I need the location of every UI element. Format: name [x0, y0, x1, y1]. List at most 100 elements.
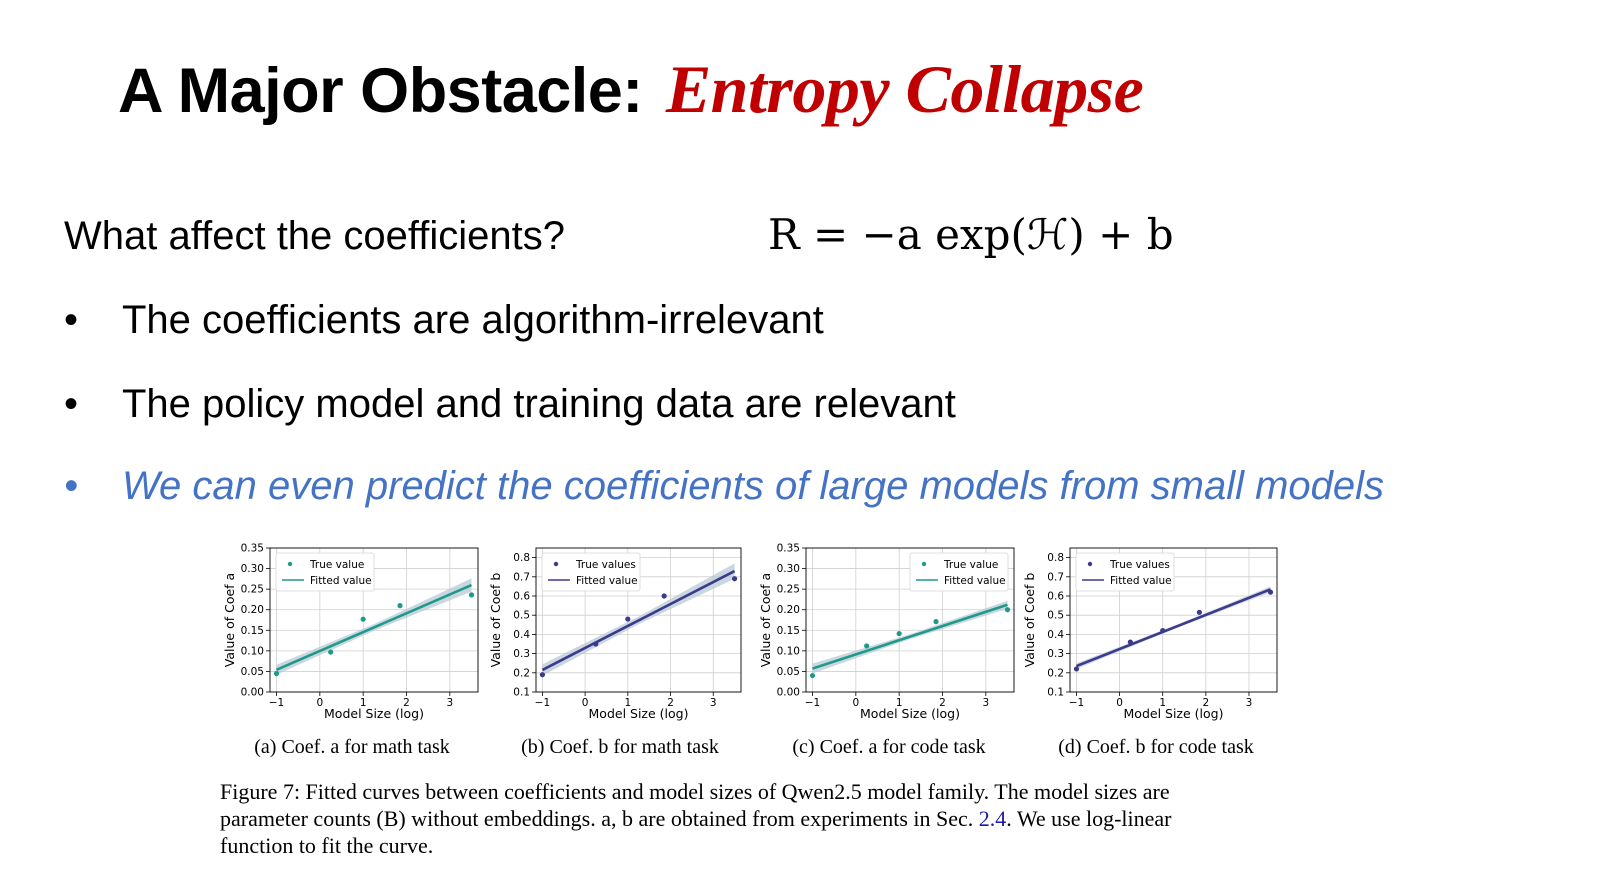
data-point	[864, 643, 870, 649]
x-tick-label: −1	[805, 697, 820, 709]
y-tick-label: 0.7	[1047, 571, 1064, 583]
legend-box	[1075, 552, 1175, 592]
y-tick-label: 0.00	[241, 687, 264, 699]
x-tick-label: 3	[982, 697, 989, 709]
x-tick-label: 0	[316, 697, 323, 709]
plot-frame	[1069, 547, 1278, 693]
bullet-item: • We can even predict the coefficients of…	[64, 464, 1384, 509]
chart-caption-b: (b) Coef. b for math task	[521, 736, 719, 758]
chart-caption-d: (d) Coef. b for code task	[1058, 736, 1254, 758]
data-point	[468, 592, 475, 598]
bullet-text: We can even predict the coefficients of …	[122, 464, 1385, 508]
legend-label: True values	[1109, 559, 1170, 571]
bullet-item: • The coefficients are algorithm-irreleva…	[64, 298, 824, 343]
x-tick-label: 1	[1159, 697, 1166, 709]
data-point	[1196, 609, 1202, 615]
y-tick-label: 0.20	[777, 604, 800, 616]
y-tick-label: 0.25	[777, 584, 800, 596]
y-tick-label: 0.8	[1047, 552, 1064, 564]
y-tick-label: 0.35	[241, 543, 264, 555]
x-axis-label: Model Size (log)	[589, 706, 689, 721]
chart-panel: 0.1 0.2 0.3 0.4 0.5 0.6 0.7 0.8 −1 0 1 2 3 True value…	[1022, 547, 1278, 721]
data-point	[273, 670, 280, 677]
y-tick-label: 0.3	[513, 648, 530, 660]
bullet-symbol: •	[64, 464, 79, 508]
x-tick-label: 0	[1116, 697, 1123, 709]
plot-frame	[269, 547, 479, 693]
title-plain: A Major Obstacle:	[118, 56, 643, 126]
legend-label: True value	[309, 559, 364, 571]
bullet-symbol: •	[64, 382, 79, 426]
x-tick-label: −1	[535, 697, 550, 709]
y-tick-label: 0.1	[1047, 687, 1064, 699]
data-point	[1267, 589, 1274, 595]
y-tick-label: 0.20	[241, 604, 264, 616]
title-highlight: Entropy Collapse	[665, 51, 1144, 127]
chart-caption-c: (c) Coef. a for code task	[792, 736, 986, 758]
x-tick-label: 0	[852, 697, 859, 709]
plot-frame	[535, 547, 742, 693]
y-axis-label: Value of Coef b	[488, 573, 503, 668]
x-axis-label: Model Size (log)	[324, 706, 424, 721]
y-tick-label: 0.5	[513, 610, 530, 622]
chart-caption-a: (a) Coef. a for math task	[254, 736, 450, 758]
data-point	[593, 641, 599, 647]
legend-marker	[921, 561, 927, 567]
y-tick-label: 0.2	[513, 667, 530, 679]
legend-box	[541, 552, 641, 592]
fitted-line	[541, 569, 736, 672]
data-point	[1127, 639, 1133, 645]
x-tick-label: 0	[582, 697, 589, 709]
y-tick-label: 0.8	[513, 552, 530, 564]
data-point	[1073, 666, 1080, 672]
x-tick-label: 2	[667, 697, 674, 709]
fitted-line	[812, 603, 1008, 670]
x-tick-label: 2	[939, 697, 946, 709]
data-point	[360, 616, 366, 622]
legend-marker	[287, 561, 293, 567]
y-tick-label: 0.25	[241, 584, 264, 596]
y-tick-label: 0.30	[777, 563, 800, 575]
x-tick-label: −1	[1069, 697, 1084, 709]
legend-marker	[1087, 561, 1093, 567]
y-tick-label: 0.6	[1047, 591, 1064, 603]
x-tick-label: 1	[360, 697, 367, 709]
chart-panel: 0.1 0.2 0.3 0.4 0.5 0.6 0.7 0.8 −1 0 1 2 3 True value…	[488, 547, 742, 721]
y-axis-label: Value of Coef b	[1022, 573, 1037, 668]
data-point	[625, 616, 631, 622]
y-tick-label: 0.5	[1047, 610, 1064, 622]
figure-caption-line: function to fit the curve.	[220, 833, 434, 858]
y-tick-label: 0.7	[513, 571, 530, 583]
legend-label: Fitted value	[944, 575, 1006, 587]
plot-frame	[805, 547, 1015, 693]
y-tick-label: 0.1	[513, 687, 530, 699]
y-tick-label: 0.05	[777, 666, 800, 678]
chart-panel: 0.00 0.05 0.10 0.15 0.20 0.25 0.30 0.35 −1 0 1 2 3 Tr…	[758, 543, 1015, 721]
y-tick-label: 0.3	[1047, 648, 1064, 660]
legend-box	[275, 552, 375, 592]
legend-box	[909, 552, 1009, 592]
bullet-symbol: •	[64, 298, 79, 342]
y-tick-label: 0.10	[241, 645, 264, 657]
data-point	[397, 603, 403, 609]
x-tick-label: 2	[403, 697, 410, 709]
slide-title: A Major Obstacle: Entropy Collapse	[118, 50, 1144, 129]
y-axis-label: Value of Coef a	[222, 573, 237, 667]
x-tick-label: 1	[624, 697, 631, 709]
data-point	[896, 630, 902, 637]
x-tick-label: 3	[446, 697, 453, 709]
y-tick-label: 0.10	[777, 645, 800, 657]
data-point	[1004, 607, 1011, 613]
legend-label: True values	[575, 559, 636, 571]
y-tick-label: 0.4	[513, 629, 530, 641]
figure-caption-line: Figure 7: Fitted curves between coeffici…	[220, 779, 1170, 804]
legend-label: Fitted value	[310, 575, 372, 587]
figure-caption-text: parameter counts (B) without embeddings.…	[220, 806, 979, 831]
legend-label: Fitted value	[1110, 575, 1172, 587]
y-tick-label: 0.05	[241, 666, 264, 678]
section-link[interactable]: 2.4	[978, 806, 1007, 831]
data-point	[731, 576, 738, 582]
x-tick-label: 3	[710, 697, 717, 709]
x-tick-label: 1	[896, 697, 903, 709]
